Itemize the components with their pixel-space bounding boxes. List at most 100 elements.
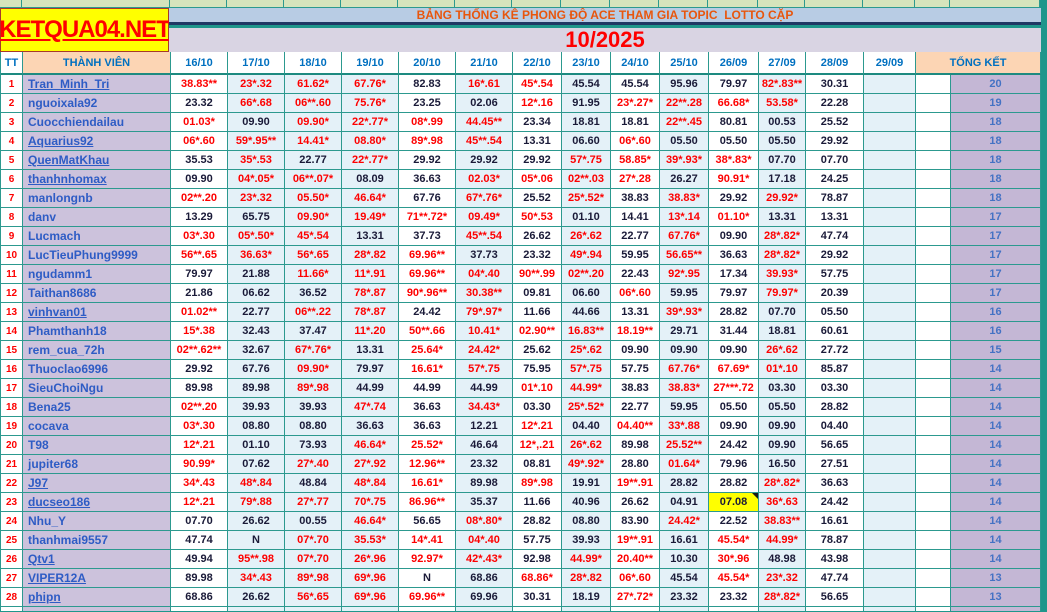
member-link[interactable]: phipn xyxy=(23,588,171,607)
score-cell: 92*.95 xyxy=(660,265,709,284)
score-cell: 13.31 xyxy=(611,303,660,322)
score-cell: 28.82 xyxy=(513,512,562,531)
score-cell xyxy=(864,493,916,512)
score-cell: 15*.38 xyxy=(171,322,228,341)
row-index: 18 xyxy=(1,398,23,417)
member-name: ngudamm1 xyxy=(23,265,171,284)
score-cell: 23.25 xyxy=(399,94,456,113)
score-cell: 04*.40 xyxy=(456,265,513,284)
member-link[interactable]: vinhvan01 xyxy=(23,303,171,322)
score-cell: 38.83 xyxy=(611,189,660,208)
member-link[interactable]: ducseo186 xyxy=(23,493,171,512)
spacer-cell xyxy=(916,436,951,455)
score-cell: 18.81 xyxy=(759,322,806,341)
partial-row-cell xyxy=(916,607,951,611)
score-cell: 75.95 xyxy=(513,360,562,379)
score-cell: 24.42 xyxy=(399,303,456,322)
score-cell: 17.18 xyxy=(759,170,806,189)
member-link[interactable]: thanhnhomax xyxy=(23,170,171,189)
total-cell: 14 xyxy=(951,417,1041,436)
score-cell: 39.93* xyxy=(759,265,806,284)
total-cell: 18 xyxy=(951,151,1041,170)
score-cell: 48.98 xyxy=(759,550,806,569)
score-cell: 09.90 xyxy=(709,227,759,246)
score-cell: 05.50 xyxy=(759,132,806,151)
member-name: danv xyxy=(23,208,171,227)
score-cell: 23*.27* xyxy=(611,94,660,113)
spacer-cell xyxy=(916,170,951,189)
member-name: Cuocchiendailau xyxy=(23,113,171,132)
score-cell: 08.80 xyxy=(562,512,611,531)
member-link[interactable]: Tran_Minh_Tri xyxy=(23,75,171,94)
score-cell: 26*.62 xyxy=(562,436,611,455)
score-cell: 04.40 xyxy=(562,417,611,436)
member-name: LucTieuPhung9999 xyxy=(23,246,171,265)
col-header-date: 22/10 xyxy=(513,52,562,75)
score-cell: 04.91 xyxy=(660,493,709,512)
score-cell: 05.50 xyxy=(709,398,759,417)
score-cell: 79.97 xyxy=(171,265,228,284)
score-cell: 90**.99 xyxy=(513,265,562,284)
partial-row-cell xyxy=(806,607,864,611)
row-index: 3 xyxy=(1,113,23,132)
score-cell: 67.76 xyxy=(228,360,285,379)
row-index: 28 xyxy=(1,588,23,607)
member-name: manlongnb xyxy=(23,189,171,208)
score-cell: 69.96** xyxy=(399,246,456,265)
col-header-date: 24/10 xyxy=(611,52,660,75)
score-cell: 13.31 xyxy=(759,208,806,227)
member-link[interactable]: QuenMatKhau xyxy=(23,151,171,170)
score-cell: 01.10* xyxy=(709,208,759,227)
score-cell: 46.64 xyxy=(456,436,513,455)
row-index: 10 xyxy=(1,246,23,265)
total-cell: 17 xyxy=(951,227,1041,246)
row-index: 15 xyxy=(1,341,23,360)
member-link[interactable]: Aquarius92 xyxy=(23,132,171,151)
score-cell: 26.62 xyxy=(228,588,285,607)
score-cell: 45*.54 xyxy=(513,75,562,94)
score-cell: 16*.61 xyxy=(456,75,513,94)
score-cell: 06*.60 xyxy=(611,284,660,303)
col-header-date: 20/10 xyxy=(399,52,456,75)
score-cell: 02**.62** xyxy=(171,341,228,360)
score-cell xyxy=(864,455,916,474)
score-cell: 89*.98 xyxy=(285,569,342,588)
member-link[interactable]: Qtv1 xyxy=(23,550,171,569)
member-name: jupiter68 xyxy=(23,455,171,474)
score-cell: 33*.88 xyxy=(660,417,709,436)
score-cell: 45.54 xyxy=(611,75,660,94)
row-index: 13 xyxy=(1,303,23,322)
score-cell: 27*.72* xyxy=(611,588,660,607)
score-cell: 83.90 xyxy=(611,512,660,531)
member-link[interactable]: VIPER12A xyxy=(23,569,171,588)
score-cell: 78.87 xyxy=(806,531,864,550)
score-cell: 79.97 xyxy=(342,360,399,379)
member-link[interactable]: J97 xyxy=(23,474,171,493)
score-cell: 28*.82 xyxy=(342,246,399,265)
score-cell: 69*.96 xyxy=(342,569,399,588)
spacer-cell xyxy=(916,474,951,493)
score-cell: 92.98 xyxy=(513,550,562,569)
score-cell: 39.93 xyxy=(562,531,611,550)
score-cell: 02.06 xyxy=(456,94,513,113)
score-cell: 29.92 xyxy=(513,151,562,170)
score-cell: 36.63* xyxy=(228,246,285,265)
score-cell: 11*.91 xyxy=(342,265,399,284)
spacer-cell xyxy=(916,208,951,227)
score-cell: 07*.70 xyxy=(285,531,342,550)
row-index: 9 xyxy=(1,227,23,246)
score-cell: 59.95 xyxy=(611,246,660,265)
score-cell: 59.95 xyxy=(660,284,709,303)
col-header-date: 25/10 xyxy=(660,52,709,75)
score-cell: 39.93 xyxy=(285,398,342,417)
score-cell: 91.95 xyxy=(562,94,611,113)
total-cell: 14 xyxy=(951,455,1041,474)
score-cell: 56.65 xyxy=(806,436,864,455)
partial-row-cell xyxy=(759,607,806,611)
score-cell: 01.10 xyxy=(562,208,611,227)
score-cell xyxy=(864,531,916,550)
col-header-date: 26/09 xyxy=(709,52,759,75)
site-logo[interactable]: KETQUA04.NET xyxy=(0,8,171,52)
score-cell: 39*.93* xyxy=(660,151,709,170)
